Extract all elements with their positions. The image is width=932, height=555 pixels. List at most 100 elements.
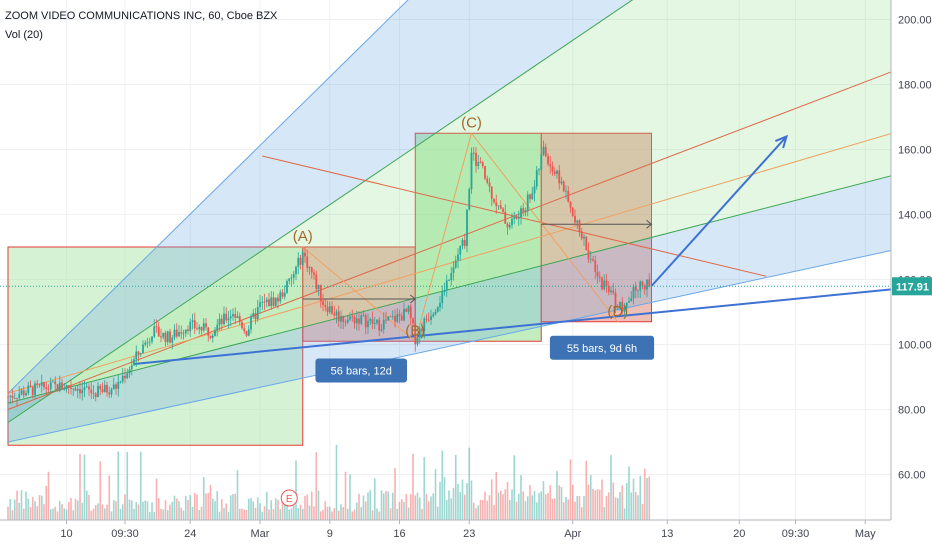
volume-bar <box>79 453 81 520</box>
candle-body <box>531 193 534 200</box>
wave-label: (D) <box>607 303 628 320</box>
measure-label-box[interactable] <box>549 335 655 360</box>
volume-bar <box>396 508 399 520</box>
volume-bar <box>488 495 491 520</box>
volume-bar <box>211 498 214 520</box>
trend-line[interactable] <box>414 133 472 342</box>
volume-bar <box>220 499 223 520</box>
candle-body <box>76 389 79 391</box>
candle-body <box>610 290 612 293</box>
candle-body <box>326 307 329 313</box>
candle-body <box>623 307 626 312</box>
trend-line[interactable] <box>471 132 619 323</box>
candle-body <box>173 329 176 338</box>
candle-body <box>522 208 525 213</box>
volume-bar <box>619 491 621 520</box>
trend-line[interactable] <box>7 249 893 443</box>
volume-bar <box>571 484 574 520</box>
candle-body <box>236 316 239 318</box>
volume-bar <box>236 470 239 520</box>
trend-line[interactable] <box>650 135 788 287</box>
candle-body <box>468 189 471 210</box>
volume-bar <box>70 497 72 520</box>
candle-body <box>218 318 221 325</box>
candle-body <box>18 393 21 399</box>
volume-bar <box>601 479 603 520</box>
trend-line[interactable] <box>7 175 893 404</box>
trend-line[interactable] <box>7 0 487 394</box>
measure-arrowhead <box>646 219 653 229</box>
volume-bar <box>319 511 322 520</box>
volume-bar <box>441 450 444 520</box>
volume-bar <box>254 507 257 520</box>
trend-line[interactable] <box>7 132 893 394</box>
volume-bar <box>475 508 477 520</box>
candle-body <box>418 328 421 338</box>
volume-bar <box>362 495 365 520</box>
earnings-marker-label: E <box>286 494 293 505</box>
candle-body <box>31 386 34 396</box>
candle-body <box>337 311 340 322</box>
candle-body <box>562 181 565 192</box>
volume-bar <box>445 500 448 520</box>
price-tick-label: 180.00 <box>898 80 932 92</box>
candle-body <box>540 154 543 170</box>
candle-body <box>639 281 642 291</box>
volume-bar <box>569 459 572 520</box>
range-box[interactable] <box>7 246 304 446</box>
earnings-marker[interactable] <box>280 489 298 507</box>
candle-body <box>245 331 248 336</box>
candle-body <box>358 318 360 324</box>
candle-body <box>169 331 171 343</box>
volume-bar <box>607 492 610 520</box>
candle-body <box>385 319 387 321</box>
volume-bar <box>436 506 439 520</box>
candle-body <box>263 301 266 303</box>
candle-body <box>52 381 54 383</box>
trend-line[interactable] <box>133 288 893 365</box>
candle-body <box>38 384 41 386</box>
candle-body <box>441 291 444 304</box>
candle-body <box>292 274 295 278</box>
volume-bar <box>387 491 390 520</box>
time-axis: 10 09:30 24 Mar 9 16 23 Apr 13 20 09:30 May <box>60 520 876 540</box>
trend-line[interactable] <box>302 246 416 342</box>
price-tick-label: 160.00 <box>898 145 932 157</box>
range-boxes <box>7 0 908 446</box>
volume-bar <box>391 492 394 520</box>
price-tick-label: 200.00 <box>898 15 932 27</box>
candle-body <box>495 202 498 207</box>
candle-body <box>9 395 12 397</box>
volume-bar <box>76 500 79 520</box>
candle-body <box>54 381 57 385</box>
candle-body <box>124 375 126 379</box>
candle-body <box>223 313 225 325</box>
time-tick-label: Apr <box>564 528 581 540</box>
measure-label-box[interactable] <box>315 358 408 383</box>
candle-body <box>367 320 369 328</box>
candle-body <box>421 328 423 332</box>
volume-bar <box>470 480 473 520</box>
candle-body <box>538 169 540 171</box>
candle-body <box>220 318 223 325</box>
candle-body <box>369 319 372 321</box>
volume-bar <box>54 506 57 520</box>
candle-body <box>20 390 23 394</box>
trend-line[interactable] <box>7 71 893 410</box>
volume-bar <box>85 490 88 520</box>
candle-body <box>362 315 365 316</box>
trend-line[interactable] <box>7 0 796 423</box>
volume-bar <box>479 499 482 520</box>
candle-body <box>274 297 277 306</box>
candle-body <box>299 257 302 265</box>
candle-body <box>409 306 412 319</box>
candle-body <box>313 272 315 275</box>
candle-body <box>425 318 428 320</box>
volume-bar <box>20 490 23 520</box>
volume-bar <box>171 501 174 520</box>
candle-body <box>205 323 207 328</box>
volume-bar <box>38 495 41 520</box>
volume-bar <box>7 506 9 520</box>
